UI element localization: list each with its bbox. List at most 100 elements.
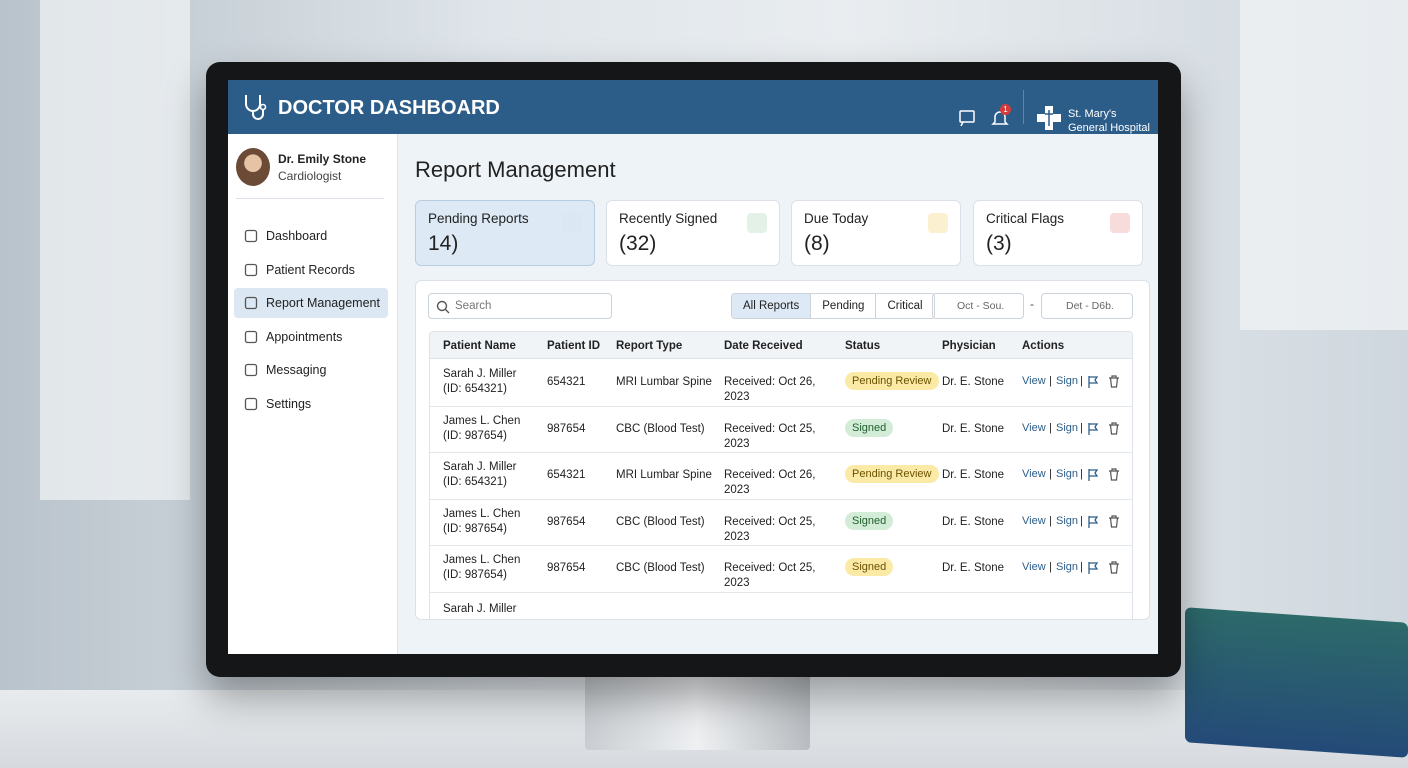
cell: MRI Lumbar Spine bbox=[616, 469, 712, 482]
sign-link[interactable]: Sign bbox=[1056, 375, 1079, 388]
card-label: Pending Reports bbox=[428, 211, 529, 226]
user-name: Dr. Emily Stone bbox=[278, 152, 367, 166]
card-icon bbox=[562, 213, 582, 233]
nav-item[interactable]: Settings bbox=[234, 389, 388, 419]
flag-button[interactable] bbox=[1087, 468, 1099, 482]
nav-item[interactable]: Appointments bbox=[234, 322, 388, 352]
view-link[interactable]: View bbox=[1022, 468, 1046, 481]
sign-link[interactable]: Sign bbox=[1056, 468, 1079, 481]
card-value: 14) bbox=[428, 232, 459, 255]
nav-item[interactable]: Dashboard bbox=[234, 221, 388, 251]
cell: Received: Oct 25, 2023 bbox=[724, 562, 816, 590]
cell: Received: Oct 26, 2023 bbox=[724, 376, 816, 404]
header: DOCTOR DASHBOARD 1 St. Mary's General Hos… bbox=[228, 80, 1158, 134]
cell: 987654 bbox=[547, 515, 586, 528]
delete-button[interactable] bbox=[1108, 422, 1120, 435]
card-label: Due Today bbox=[804, 211, 869, 226]
sign-link[interactable]: Sign bbox=[1056, 561, 1079, 574]
flag-button[interactable] bbox=[1087, 375, 1099, 389]
row-divider bbox=[430, 405, 1132, 407]
card-label: Critical Flags bbox=[986, 211, 1065, 226]
cell: 987654 bbox=[547, 422, 586, 435]
status-badge: Pending Review bbox=[845, 465, 939, 484]
search-placeholder: Search bbox=[455, 300, 492, 312]
notification-badge: 1 bbox=[1000, 104, 1011, 115]
sidebar: Dr. Emily Stone Cardiologist Dashboard Pa… bbox=[228, 134, 398, 654]
nav-label: Dashboard bbox=[266, 229, 328, 243]
nav-label: Report Management bbox=[266, 296, 380, 310]
action-separator: | bbox=[1049, 421, 1052, 434]
flag-button[interactable] bbox=[1087, 561, 1099, 575]
flag-button[interactable] bbox=[1087, 422, 1099, 435]
card-icon bbox=[928, 213, 948, 233]
stat-card[interactable]: Recently Signed (32) bbox=[606, 200, 780, 266]
stat-card[interactable]: Due Today (8) bbox=[791, 200, 961, 266]
view-link[interactable]: View bbox=[1022, 561, 1046, 574]
sign-link[interactable]: Sign bbox=[1056, 421, 1079, 434]
nav-icon bbox=[244, 296, 258, 310]
action-separator: | bbox=[1049, 375, 1052, 388]
cell: Sarah J. Miller bbox=[443, 602, 517, 615]
date-text: Det - D6b. bbox=[1066, 300, 1114, 312]
cell: 987654 bbox=[547, 562, 586, 575]
reports-table: Patient Name Patient ID Report Type Date Re… bbox=[429, 331, 1133, 619]
nav-icon bbox=[244, 363, 258, 377]
action-separator: | bbox=[1080, 468, 1083, 481]
logo-icon bbox=[245, 95, 267, 120]
row-divider bbox=[430, 452, 1132, 453]
nav-icon bbox=[244, 263, 258, 276]
card-label: Recently Signed bbox=[619, 211, 718, 226]
filter-tab[interactable]: Critical bbox=[875, 294, 934, 318]
page-title: Report Management bbox=[415, 157, 616, 182]
app-title: DOCTOR DASHBOARD bbox=[278, 97, 500, 119]
window bbox=[40, 0, 190, 500]
row-divider bbox=[430, 498, 1132, 500]
card-value: (3) bbox=[986, 232, 1012, 255]
card-value: (8) bbox=[804, 232, 830, 255]
delete-button[interactable] bbox=[1108, 468, 1120, 481]
card-value: (32) bbox=[619, 232, 657, 255]
status-badge: Pending Review bbox=[845, 372, 939, 391]
flag-button[interactable] bbox=[1087, 515, 1099, 528]
column-header: Report Type bbox=[616, 340, 683, 352]
window bbox=[1240, 0, 1408, 330]
nav-item[interactable]: Patient Records bbox=[234, 255, 388, 285]
view-link[interactable]: View bbox=[1022, 421, 1046, 434]
action-separator: | bbox=[1080, 421, 1083, 434]
books bbox=[1185, 607, 1408, 758]
card-icon bbox=[747, 213, 767, 233]
nav-label: Appointments bbox=[266, 329, 343, 344]
action-separator: | bbox=[1049, 514, 1052, 527]
message-button[interactable] bbox=[958, 109, 976, 127]
nav-icon bbox=[244, 229, 258, 243]
filter-tab[interactable]: All Reports bbox=[732, 294, 811, 318]
cell: 654321 bbox=[547, 469, 586, 482]
view-link[interactable]: View bbox=[1022, 375, 1046, 388]
cell: Received: Oct 25, 2023 bbox=[724, 515, 816, 543]
column-header: Actions bbox=[1022, 340, 1065, 352]
nav-item[interactable]: Report Management bbox=[234, 288, 388, 318]
cell: 654321 bbox=[547, 376, 586, 389]
status-badge: Signed bbox=[845, 418, 894, 437]
delete-button[interactable] bbox=[1108, 561, 1120, 574]
column-header: Patient Name bbox=[443, 340, 516, 352]
divider bbox=[236, 198, 384, 199]
sign-link[interactable]: Sign bbox=[1056, 514, 1079, 527]
row-divider bbox=[430, 545, 1132, 546]
nav-icon bbox=[244, 397, 258, 410]
delete-button[interactable] bbox=[1108, 375, 1120, 388]
stat-card[interactable]: Critical Flags (3) bbox=[973, 200, 1143, 266]
action-separator: | bbox=[1049, 561, 1052, 574]
stat-card[interactable]: Pending Reports 14) bbox=[415, 200, 595, 266]
nav-label: Messaging bbox=[266, 363, 327, 377]
cell: James L. Chen (ID: 987654) bbox=[443, 554, 521, 582]
date-to[interactable]: Det - D6b. bbox=[1041, 293, 1133, 319]
search-box[interactable]: Search bbox=[428, 293, 612, 319]
delete-button[interactable] bbox=[1108, 515, 1120, 528]
nav-item[interactable]: Messaging bbox=[234, 355, 388, 385]
view-link[interactable]: View bbox=[1022, 514, 1046, 527]
row-divider bbox=[430, 591, 1132, 593]
date-from[interactable]: Oct - Sou. bbox=[932, 293, 1024, 319]
filter-tab[interactable]: Pending bbox=[810, 294, 876, 318]
